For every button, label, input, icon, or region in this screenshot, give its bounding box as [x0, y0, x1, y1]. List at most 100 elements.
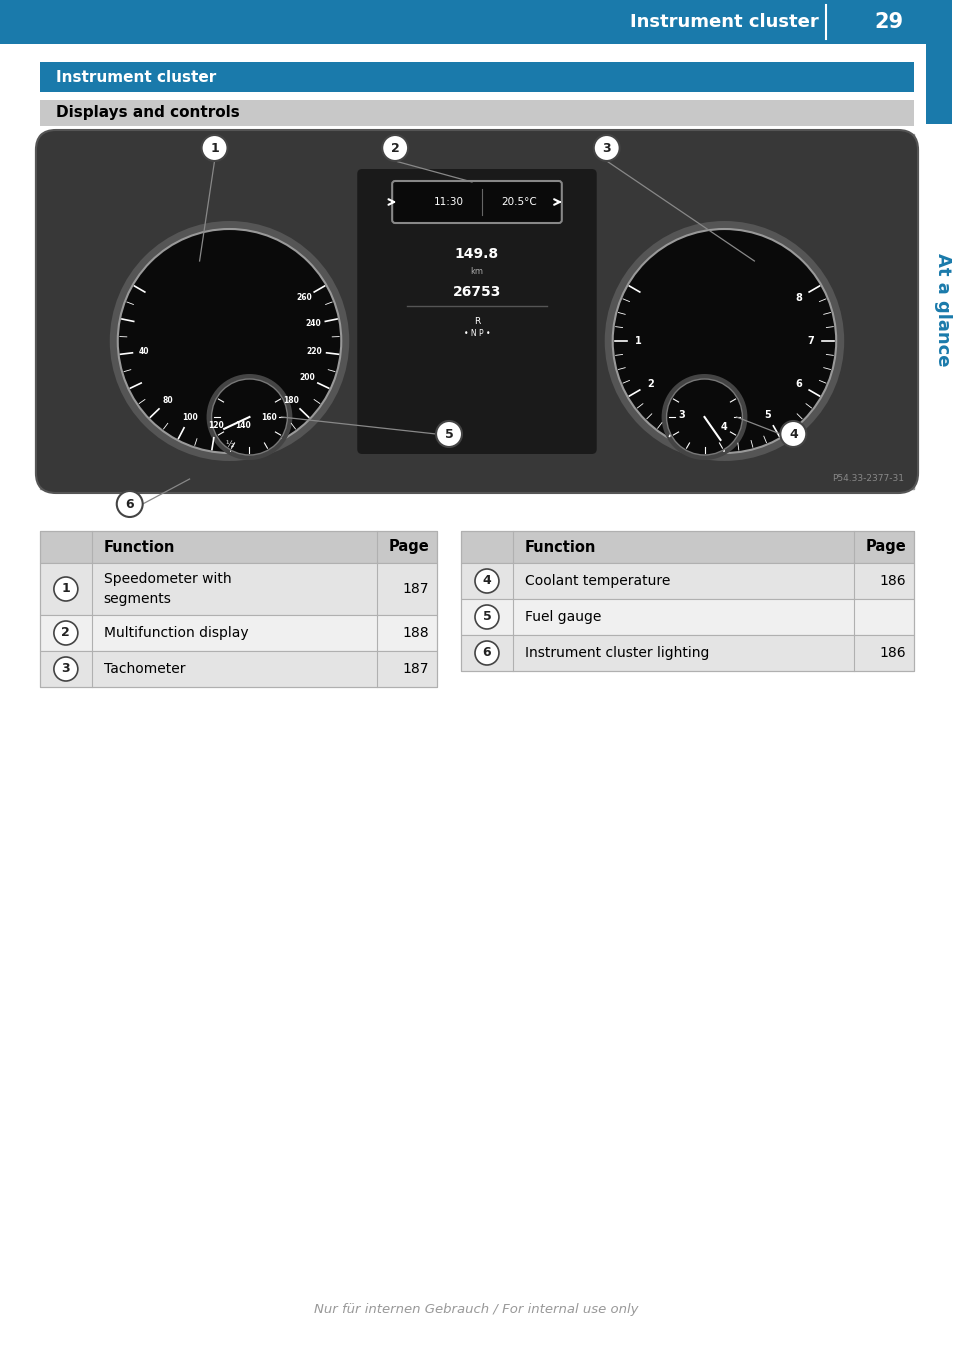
Text: 26753: 26753 — [453, 284, 500, 299]
Text: 3: 3 — [62, 662, 71, 676]
Text: 186: 186 — [879, 574, 905, 588]
Text: 240: 240 — [305, 320, 321, 328]
Text: 200: 200 — [299, 374, 314, 382]
Bar — [40, 100, 913, 126]
Text: 6: 6 — [795, 379, 801, 389]
Text: 40: 40 — [139, 347, 150, 356]
Circle shape — [53, 577, 78, 601]
Text: R: R — [474, 317, 479, 326]
Text: 80: 80 — [162, 397, 172, 405]
Text: 3: 3 — [601, 142, 610, 154]
Text: 4: 4 — [720, 422, 727, 432]
Text: Page: Page — [864, 539, 905, 555]
Text: Nur für internen Gebrauch / For internal use only: Nur für internen Gebrauch / For internal… — [314, 1304, 638, 1316]
Text: Speedometer with: Speedometer with — [104, 571, 232, 586]
FancyBboxPatch shape — [356, 169, 597, 454]
Text: 140: 140 — [235, 421, 251, 431]
Text: Coolant temperature: Coolant temperature — [524, 574, 670, 588]
Text: Instrument cluster: Instrument cluster — [56, 69, 216, 84]
Text: 6: 6 — [482, 646, 491, 659]
FancyBboxPatch shape — [36, 130, 917, 493]
Bar — [460, 531, 913, 672]
Circle shape — [207, 374, 292, 460]
Bar — [40, 134, 913, 489]
Text: Instrument cluster lighting: Instrument cluster lighting — [524, 646, 708, 659]
Text: Multifunction display: Multifunction display — [104, 626, 248, 640]
Text: 188: 188 — [402, 626, 429, 640]
Circle shape — [53, 657, 78, 681]
Text: 187: 187 — [402, 662, 429, 676]
Bar — [460, 635, 913, 672]
Circle shape — [116, 492, 143, 517]
Circle shape — [660, 374, 746, 460]
Circle shape — [117, 229, 341, 454]
Text: 29: 29 — [874, 12, 902, 32]
Text: P54.33-2377-31: P54.33-2377-31 — [831, 474, 903, 483]
Circle shape — [436, 421, 461, 447]
Text: 187: 187 — [402, 582, 429, 596]
Bar — [40, 615, 436, 651]
Text: 149.8: 149.8 — [455, 246, 498, 261]
Circle shape — [604, 221, 843, 460]
Bar — [460, 598, 913, 635]
Text: Fuel gauge: Fuel gauge — [524, 611, 600, 624]
Circle shape — [53, 621, 78, 645]
Text: 260: 260 — [295, 294, 312, 302]
Text: Function: Function — [104, 539, 175, 555]
Text: 6: 6 — [125, 497, 133, 510]
Text: 186: 186 — [879, 646, 905, 659]
FancyBboxPatch shape — [392, 181, 561, 223]
Text: 2: 2 — [646, 379, 653, 389]
Circle shape — [780, 421, 805, 447]
Bar — [460, 531, 913, 563]
Text: 120: 120 — [208, 421, 223, 431]
Text: 5: 5 — [444, 428, 453, 440]
Bar — [0, 0, 951, 43]
Bar — [48, 142, 905, 481]
Text: 4: 4 — [788, 428, 797, 440]
Circle shape — [475, 569, 498, 593]
Circle shape — [593, 135, 619, 161]
Text: km: km — [470, 267, 483, 275]
Text: 4: 4 — [482, 574, 491, 588]
Text: segments: segments — [104, 592, 172, 607]
Bar — [40, 651, 436, 686]
Circle shape — [612, 229, 836, 454]
Circle shape — [201, 135, 227, 161]
Text: Function: Function — [524, 539, 596, 555]
Circle shape — [666, 379, 741, 455]
Bar — [40, 62, 913, 92]
Text: At a glance: At a glance — [933, 253, 951, 367]
Text: 220: 220 — [307, 347, 322, 356]
Circle shape — [475, 640, 498, 665]
Text: 8: 8 — [795, 292, 801, 303]
Text: Page: Page — [388, 539, 429, 555]
Text: 7: 7 — [806, 336, 813, 347]
Text: 1: 1 — [635, 336, 641, 347]
Text: 3: 3 — [678, 410, 684, 421]
Text: Instrument cluster: Instrument cluster — [629, 14, 818, 31]
Text: 160: 160 — [261, 413, 277, 421]
Text: 11:30: 11:30 — [434, 196, 463, 207]
Text: 180: 180 — [283, 397, 299, 405]
Bar — [40, 563, 436, 615]
Text: 1: 1 — [210, 142, 218, 154]
Bar — [925, 43, 951, 125]
Text: 100: 100 — [182, 413, 197, 421]
Text: 5: 5 — [482, 611, 491, 623]
Text: 5: 5 — [763, 410, 770, 421]
Circle shape — [212, 379, 287, 455]
Bar — [460, 563, 913, 598]
Bar — [40, 531, 436, 686]
Text: Tachometer: Tachometer — [104, 662, 185, 676]
Circle shape — [382, 135, 408, 161]
Text: 2: 2 — [391, 142, 399, 154]
Text: 2: 2 — [61, 627, 71, 639]
Text: ½: ½ — [225, 440, 233, 450]
Text: 20.5°C: 20.5°C — [500, 196, 537, 207]
Text: 1: 1 — [61, 582, 71, 596]
Circle shape — [475, 605, 498, 630]
Circle shape — [110, 221, 349, 460]
Bar — [40, 531, 436, 563]
Text: Displays and controls: Displays and controls — [56, 106, 239, 121]
